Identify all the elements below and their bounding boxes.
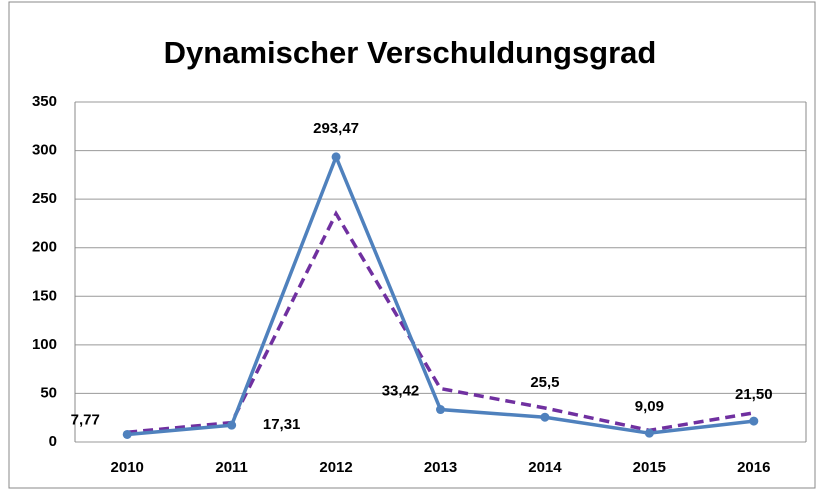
x-tick-label: 2011 [215, 459, 248, 476]
data-label: 21,50 [735, 386, 773, 403]
y-tick-label: 50 [40, 384, 57, 401]
marker [540, 412, 550, 422]
y-tick-label: 250 [32, 190, 57, 207]
x-tick-label: 2010 [111, 459, 144, 476]
chart-border [8, 1, 816, 489]
marker [644, 428, 654, 438]
x-tick-label: 2012 [319, 459, 352, 476]
marker [331, 152, 341, 162]
x-tick-label: 2015 [633, 459, 666, 476]
y-tick-label: 0 [49, 433, 57, 450]
y-tick-label: 200 [32, 239, 57, 256]
marker [749, 416, 759, 426]
marker [227, 420, 237, 430]
x-tick-label: 2016 [737, 459, 770, 476]
data-label: 293,47 [313, 120, 359, 137]
chart-title: Dynamischer Verschuldungsgrad [164, 35, 657, 70]
y-tick-label: 300 [32, 142, 57, 159]
x-tick-label: 2014 [528, 459, 562, 476]
x-tick-label: 2013 [424, 459, 457, 476]
data-label: 7,77 [71, 411, 100, 428]
data-label: 9,09 [635, 398, 664, 415]
y-tick-label: 100 [32, 336, 57, 353]
data-label: 25,5 [530, 374, 559, 391]
y-tick-label: 350 [32, 93, 57, 110]
y-tick-label: 150 [32, 287, 57, 304]
data-label: 17,31 [263, 416, 301, 433]
marker [436, 405, 445, 415]
data-label: 33,42 [382, 383, 420, 400]
marker [122, 429, 132, 439]
